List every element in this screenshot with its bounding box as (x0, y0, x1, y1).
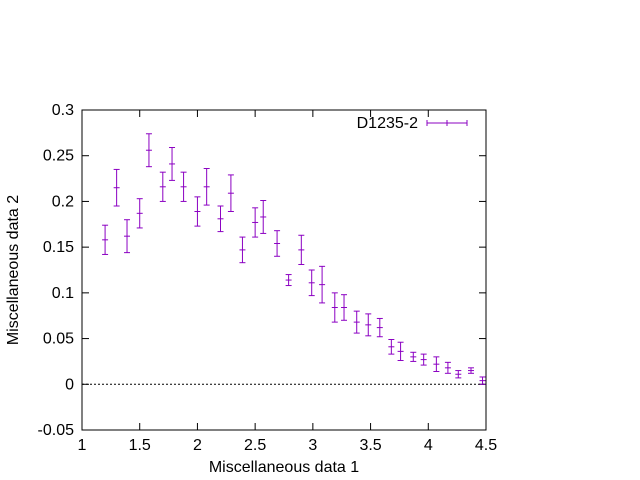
y-tick-label: -0.05 (38, 422, 75, 439)
data-point (479, 376, 486, 385)
data-point (388, 338, 395, 355)
data-point (353, 310, 360, 334)
x-tick-labels-group: 1 1.5 2 2.5 3 3.5 4 4.5 (78, 437, 498, 454)
data-point (113, 168, 120, 207)
y-tick-label: 0.1 (52, 285, 74, 302)
x-axis-title: Miscellaneous data 1 (209, 459, 359, 476)
x-tick-label: 2 (193, 437, 202, 454)
data-point (433, 356, 440, 372)
tick-marks-group (81, 109, 487, 431)
series-points-group (102, 133, 486, 385)
data-point (217, 205, 224, 233)
data-point (298, 234, 305, 266)
data-point (102, 224, 109, 255)
data-point (136, 198, 143, 229)
data-point (444, 361, 451, 374)
y-tick-label: 0 (65, 376, 74, 393)
data-point (203, 168, 210, 206)
data-point (239, 236, 246, 264)
data-point (365, 313, 372, 337)
x-tick-label: 4 (424, 437, 433, 454)
data-point (420, 353, 427, 366)
plot-frame-group (81, 109, 487, 431)
y-tick-label: 0.05 (43, 331, 74, 348)
data-point (159, 171, 166, 202)
x-tick-label: 4.5 (475, 437, 497, 454)
data-point (467, 367, 474, 374)
data-point (274, 230, 281, 257)
data-point (194, 196, 201, 227)
y-tick-labels-group: -0.05 0 0.05 0.1 0.15 0.2 0.25 0.3 (38, 102, 75, 439)
data-point (397, 341, 404, 362)
data-point (319, 265, 326, 304)
data-point (180, 171, 187, 202)
y-tick-label: 0.15 (43, 239, 74, 256)
y-tick-label: 0.2 (52, 193, 74, 210)
legend: D1235-2 (357, 115, 468, 132)
data-point (227, 174, 234, 212)
data-point (124, 219, 131, 254)
y-axis-title: Miscellaneous data 2 (5, 195, 22, 345)
data-point (455, 370, 462, 379)
data-point (308, 269, 315, 297)
y-tick-label: 0.3 (52, 102, 74, 119)
data-point (145, 133, 152, 168)
plot-frame (81, 109, 487, 431)
data-point (331, 292, 338, 323)
y-tick-label: 0.25 (43, 148, 74, 165)
x-tick-label: 3 (308, 437, 317, 454)
data-point (376, 317, 383, 338)
x-tick-label: 3.5 (359, 437, 381, 454)
data-point (169, 146, 176, 181)
x-tick-label: 1 (78, 437, 87, 454)
data-point (410, 351, 417, 362)
data-point (260, 200, 267, 234)
data-point (285, 274, 292, 287)
legend-label: D1235-2 (357, 115, 418, 132)
data-point (341, 294, 348, 321)
data-point (252, 207, 259, 238)
x-tick-label: 2.5 (244, 437, 266, 454)
x-tick-label: 1.5 (129, 437, 151, 454)
